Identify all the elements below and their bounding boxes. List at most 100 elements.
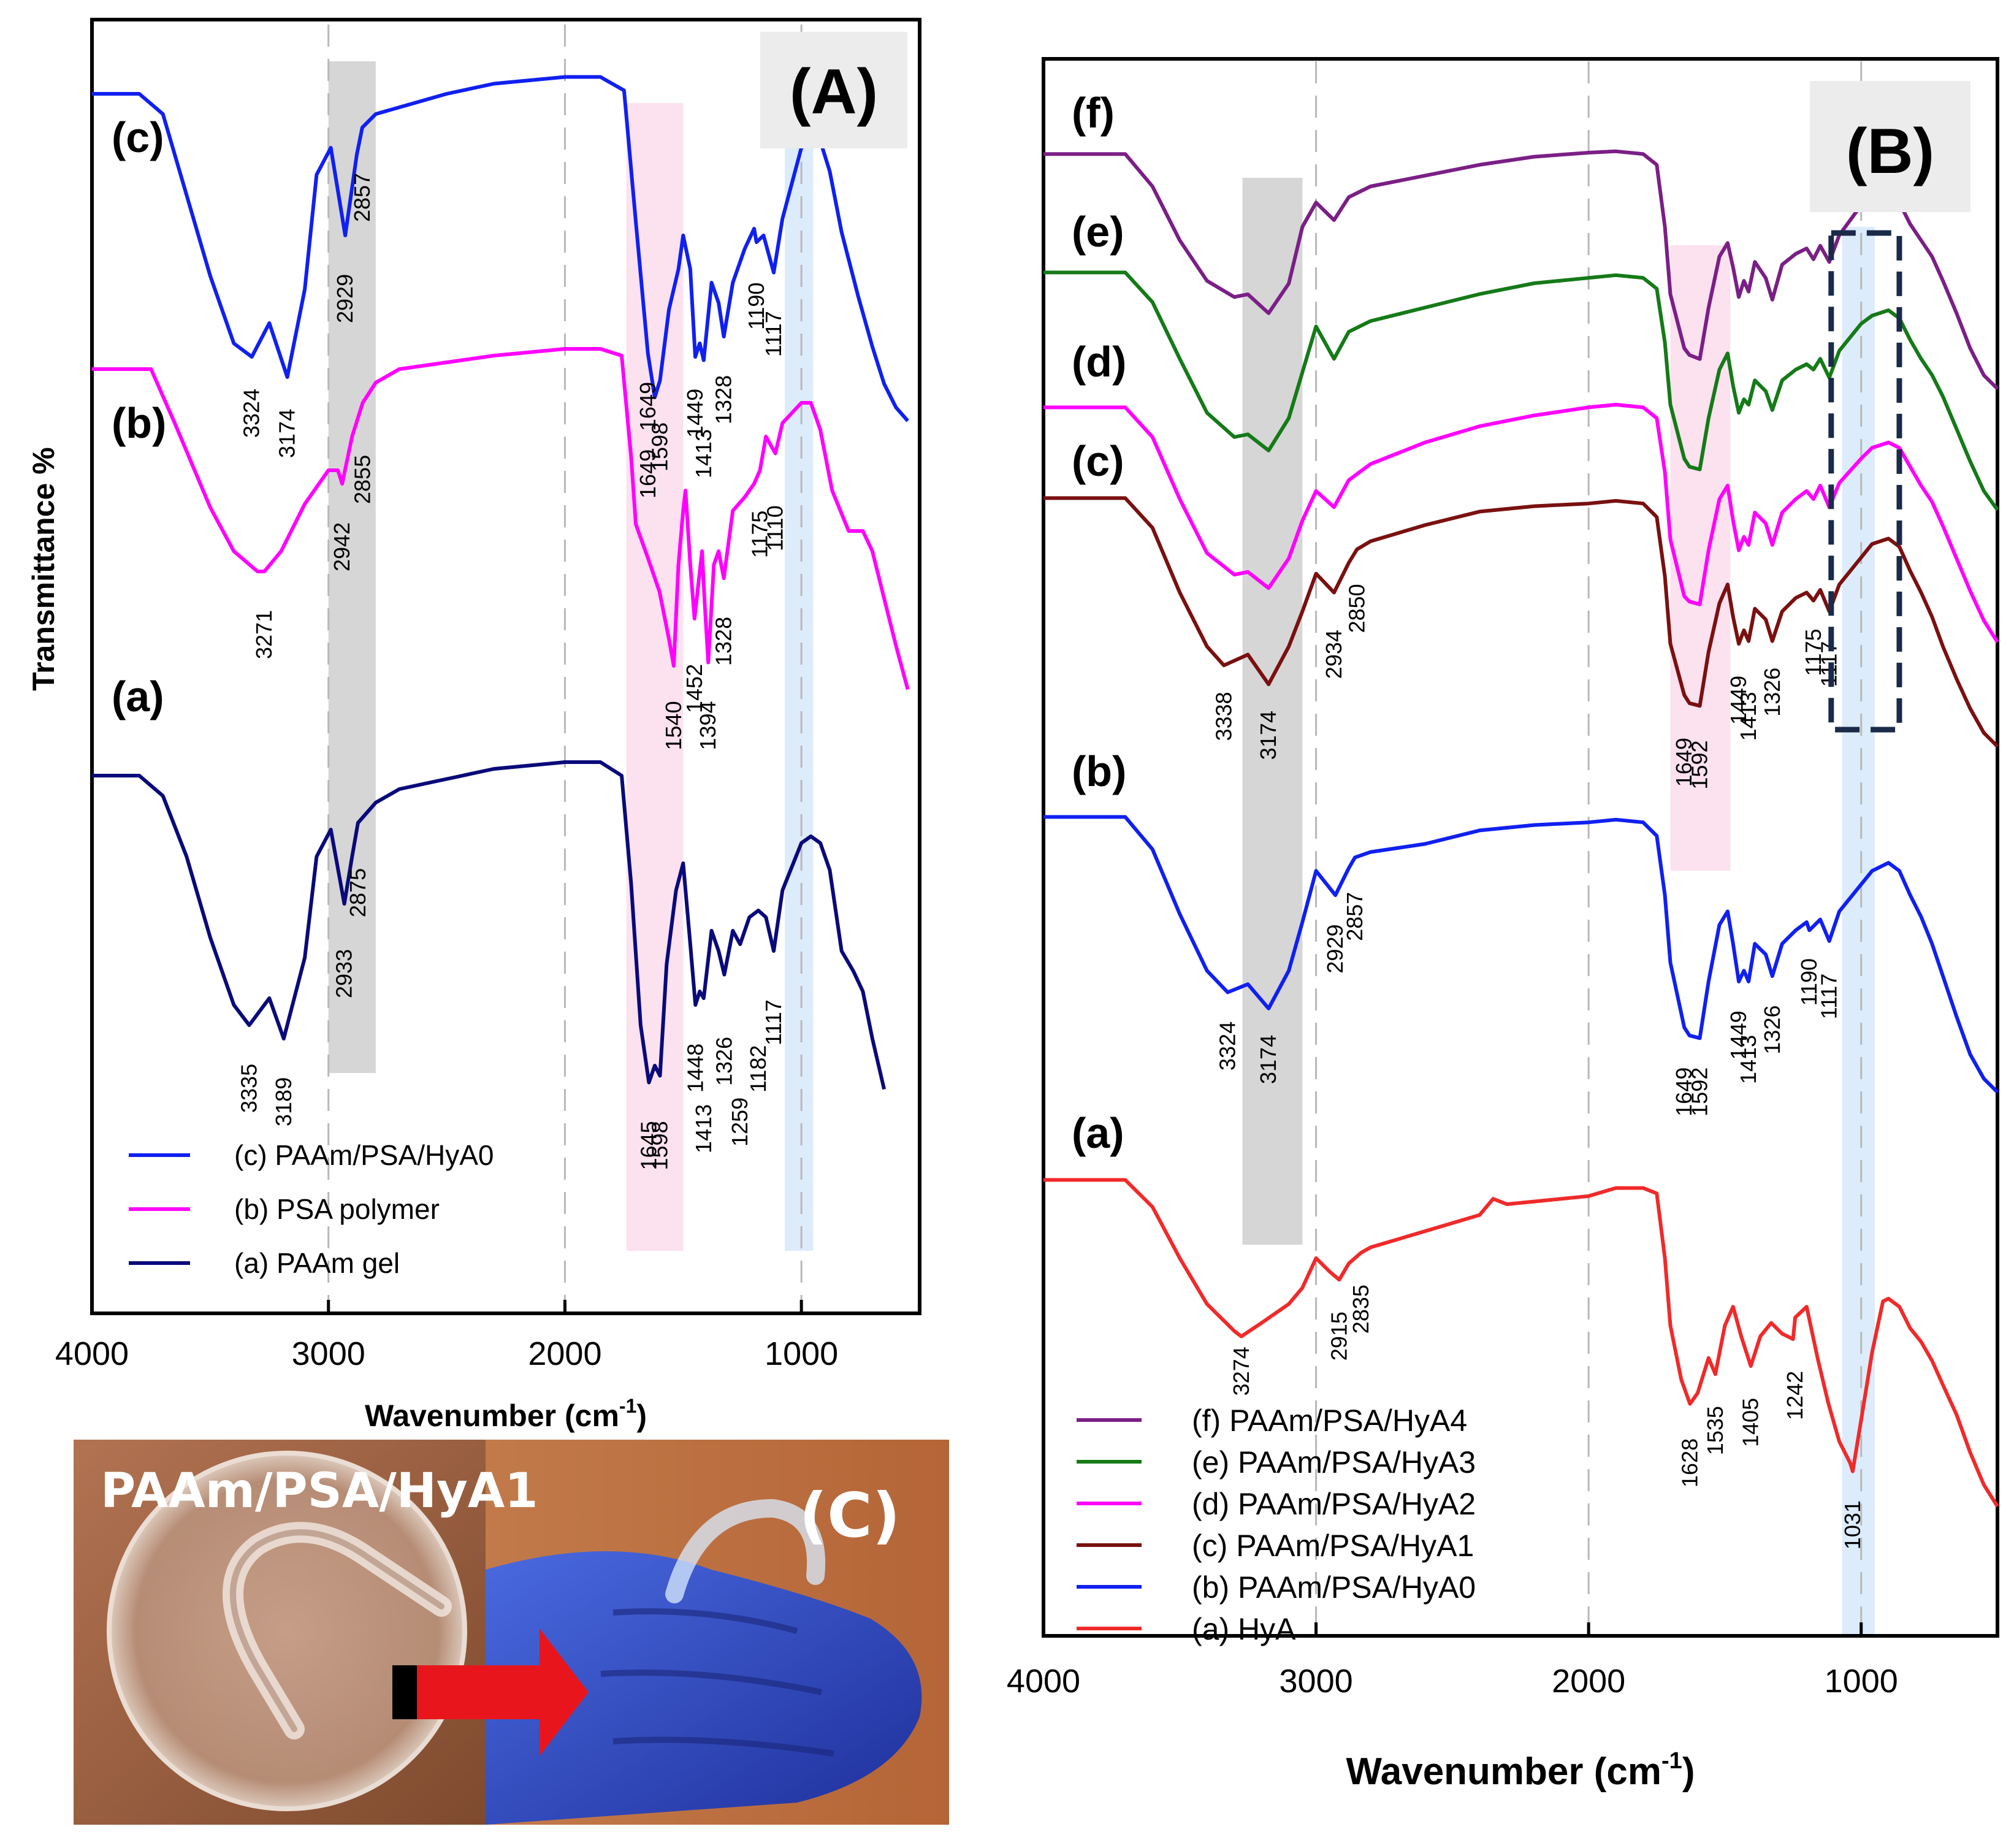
petri-dish [107, 1451, 467, 1811]
panel-a-peak-labels: 3324 317429292857164915981449141313281190… [237, 173, 788, 1170]
x-tick-label-1000: 1000 [1825, 1663, 1898, 1700]
panel-a-x-axis-title: Wavenumber (cm-1) [365, 1395, 647, 1433]
peak-label-2942: 2942 [329, 522, 354, 571]
panel-c-tag: (C) [799, 1480, 901, 1551]
x-tick-label-3000: 3000 [292, 1335, 365, 1372]
panel-a-y-axis-title: Transmittance % [26, 447, 61, 690]
peak-label-1649: 1649 [1671, 738, 1696, 787]
peak-label-1117: 1117 [1817, 974, 1842, 1020]
panel-a-x-ticks: 4000 3000 2000 1000 [55, 1300, 838, 1372]
peak-label-1592: 1592 [1687, 741, 1712, 790]
hydrogel-sample-edge [230, 1529, 444, 1732]
peak-label-1242: 1242 [1782, 1371, 1807, 1420]
red-arrow [405, 1628, 589, 1756]
legend-b-text-c: (c) PAAm/PSA/HyA1 [1192, 1529, 1474, 1563]
peak-label-1175: 1175 [747, 511, 772, 558]
peak-label-1326: 1326 [711, 1037, 736, 1086]
peak-label-1452: 1452 [682, 664, 707, 713]
series-line-a [92, 760, 887, 1090]
peak-label-1449: 1449 [1726, 676, 1751, 725]
legend-b-text-a: (a) HyA [1192, 1612, 1296, 1646]
peak-label-3335: 3335 [237, 1064, 262, 1113]
peak-label-1190: 1190 [1796, 958, 1821, 1006]
x-tick-label-2000: 2000 [528, 1335, 601, 1372]
peak-label-1326: 1326 [1760, 668, 1785, 717]
panel-a-highlight-bands [328, 61, 814, 1251]
panel-b-curve-label-b: (b) [1072, 747, 1126, 795]
panel-a-curve-label-b: (b) [112, 399, 166, 447]
peak-label-3324: 3324 [1215, 1021, 1240, 1071]
panel-b-curve-label-e: (e) [1072, 208, 1124, 256]
x-tick-label-3000: 3000 [1280, 1663, 1353, 1700]
glove-finger-creases [600, 1608, 834, 1757]
panel-a-tag-box [760, 32, 907, 148]
legend-a-text-a: (a) PAAm gel [234, 1247, 400, 1279]
peak-label-2855: 2855 [350, 455, 375, 504]
peak-label-1535: 1535 [1703, 1406, 1728, 1455]
series-line-d [1043, 403, 1999, 643]
panel-b-plot-frame [1042, 57, 1999, 1638]
peak-label-1328: 1328 [711, 617, 736, 666]
highlight-band-0 [328, 61, 376, 1073]
series-line-e [1043, 270, 1999, 511]
peak-label-1649: 1649 [1671, 1067, 1696, 1117]
panel-a-curve-label-c: (c) [112, 113, 164, 161]
panel-a-plot-frame [90, 18, 921, 1315]
legend-b-text-b: (b) PAAm/PSA/HyA0 [1192, 1570, 1476, 1605]
peak-label-2929: 2929 [332, 274, 357, 323]
series-line-b [1043, 815, 1999, 1094]
x-tick-label-4000: 4000 [55, 1335, 129, 1372]
peak-label-1598: 1598 [647, 1121, 673, 1170]
gloved-hand [486, 1551, 922, 1825]
peak-label-2857: 2857 [349, 173, 375, 222]
panel-a: 4000 3000 2000 1000 3324 3174292928571649159… [26, 18, 921, 1433]
peak-label-3174: 3174 [1256, 711, 1281, 760]
bent-hydrogel-sample [665, 1499, 826, 1603]
peak-label-1117: 1117 [761, 311, 786, 357]
series-line-b [92, 347, 910, 690]
peak-label-1628: 1628 [1677, 1438, 1703, 1487]
highlight-band-1 [626, 103, 684, 1251]
peak-label-2929: 2929 [1322, 925, 1348, 974]
panel-a-curve-label-a: (a) [112, 673, 164, 720]
series-line-c [1043, 496, 1999, 748]
peak-label-1259: 1259 [727, 1098, 752, 1147]
panel-b: 4000 3000 2000 1000 3338 3174293428501649159… [1007, 57, 1999, 1793]
series-line-a [1043, 1178, 1999, 1508]
highlight-band-2 [785, 147, 814, 1251]
legend-b-text-d: (d) PAAm/PSA/HyA2 [1192, 1487, 1476, 1521]
peak-label-2934: 2934 [1321, 630, 1346, 679]
panel-b-x-axis-title: Wavenumber (cm-1) [1346, 1748, 1695, 1793]
legend-a-text-b: (b) PSA polymer [234, 1193, 440, 1225]
panel-b-curve-label-f: (f) [1072, 89, 1115, 137]
peak-label-1649: 1649 [635, 382, 660, 431]
peak-label-3271: 3271 [251, 610, 277, 659]
peak-label-3174: 3174 [275, 409, 300, 458]
highlight-band-0 [1242, 178, 1303, 1245]
peak-label-1598: 1598 [647, 422, 673, 472]
x-tick-label-1000: 1000 [765, 1335, 838, 1372]
peak-label-1175: 1175 [1801, 628, 1826, 676]
x-tick-label-4000: 4000 [1007, 1663, 1080, 1700]
peak-label-1449: 1449 [682, 389, 708, 438]
panel-a-legend: (c) PAAm/PSA/HyA0 (b) PSA polymer (a) PA… [129, 1139, 494, 1279]
peak-label-1413: 1413 [1736, 692, 1761, 741]
peak-label-1182: 1182 [746, 1045, 771, 1093]
panel-b-peak-labels: 3338 317429342850164915921449141313261175… [1211, 584, 1865, 1549]
panel-a-grid [327, 25, 803, 1313]
highlight-band-2 [1842, 227, 1875, 1636]
panel-b-curve-label-d: (d) [1072, 338, 1126, 386]
x-tick-label-2000: 2000 [1552, 1663, 1625, 1700]
panel-c-photo: PAAm/PSA/HyA1 (C) [74, 1440, 949, 1825]
peak-label-1448: 1448 [682, 1044, 708, 1093]
peak-label-1328: 1328 [711, 375, 736, 424]
photo-sample-name: PAAm/PSA/HyA1 [101, 1464, 538, 1519]
panel-a-tag: (A) [790, 56, 878, 128]
peak-label-1031: 1031 [1840, 1500, 1865, 1549]
peak-label-1449: 1449 [1726, 1010, 1751, 1060]
peak-label-3324: 3324 [239, 389, 264, 438]
peak-label-3338: 3338 [1211, 692, 1236, 741]
peak-label-3274: 3274 [1229, 1346, 1254, 1396]
peak-label-1413: 1413 [691, 1104, 716, 1153]
peak-label-1540: 1540 [661, 701, 686, 750]
